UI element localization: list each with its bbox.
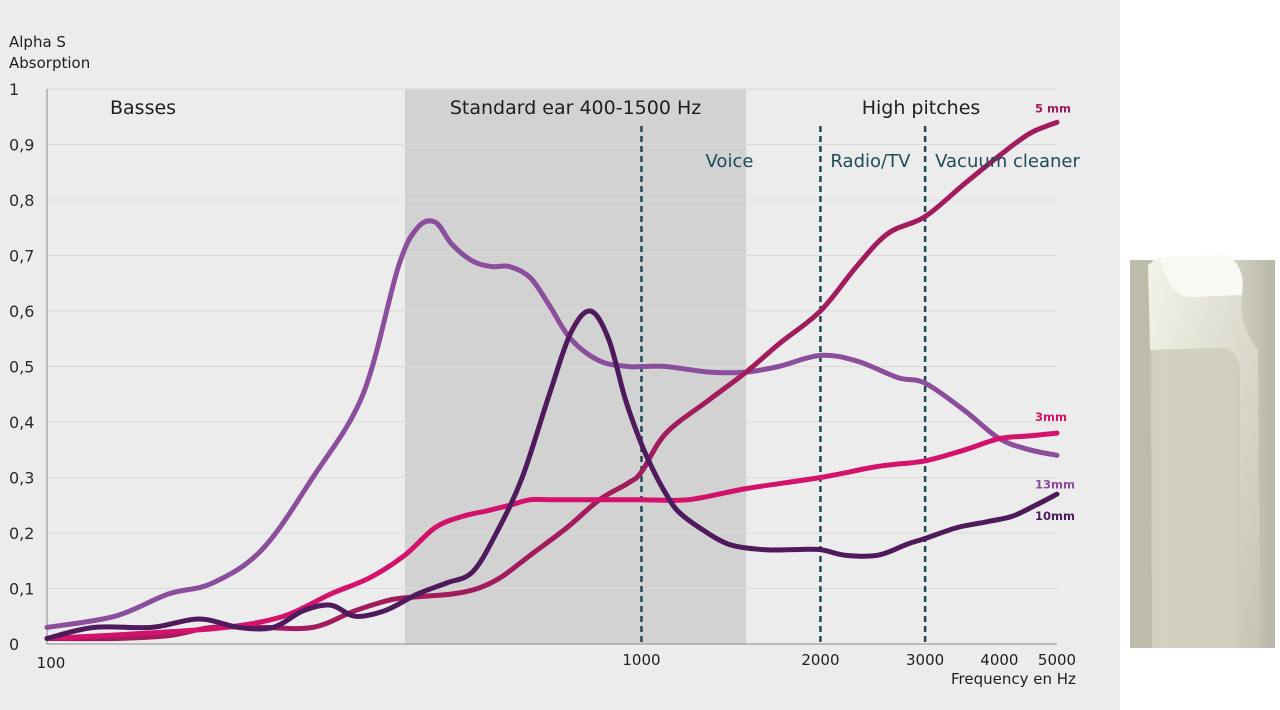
series-label: 13mm — [1035, 477, 1075, 491]
region-label: Basses — [110, 97, 176, 119]
y-tick-label: 0,4 — [9, 413, 34, 432]
x-tick-label: 100 — [37, 654, 66, 672]
x-tick-label: 3000 — [906, 651, 944, 669]
chart-svg: 0 0,1 0,2 0,3 0,4 0,5 0,6 0,7 0,8 0,9 1 100 1000 200… — [9, 80, 1081, 672]
series-line-0 — [44, 218, 1060, 630]
series-label: 3mm — [1035, 410, 1067, 424]
y-tick-label: 0,8 — [9, 191, 34, 210]
series-label: 5 mm — [1035, 101, 1071, 115]
y-tick-label: 0,6 — [9, 302, 34, 321]
y-tick-label: 0,9 — [9, 136, 34, 155]
x-tick-label: 2000 — [801, 651, 839, 669]
y-tick-label: 0,7 — [9, 247, 34, 266]
y-tick-label: 0 — [9, 635, 19, 654]
series-label: 10mm — [1035, 509, 1075, 523]
x-axis-label: Frequency en Hz — [951, 670, 1076, 688]
series-line-2 — [44, 430, 1060, 641]
series-line-3 — [44, 308, 1060, 641]
y-tick-label: 1 — [9, 80, 19, 99]
y-tick-label: 0,5 — [9, 358, 34, 377]
reference-label: Vacuum cleaner — [935, 151, 1080, 172]
y-axis-label: Alpha S Absorption — [9, 32, 90, 74]
y-tick-label: 0,2 — [9, 524, 34, 543]
material-sample-photo — [1130, 255, 1275, 648]
x-tick-label: 4000 — [980, 651, 1018, 669]
reference-label: Voice — [706, 151, 754, 172]
region-label: High pitches — [862, 97, 981, 119]
x-tick-label: 5000 — [1038, 651, 1076, 669]
y-tick-label: 0,3 — [9, 469, 34, 488]
x-tick-label: 1000 — [622, 651, 660, 669]
reference-label: Radio/TV — [830, 151, 911, 172]
y-axis-label-line-2: Absorption — [9, 54, 91, 72]
y-tick-label: 0,1 — [9, 580, 34, 599]
y-axis-label-line-1: Alpha S — [9, 33, 66, 51]
region-label: Standard ear 400-1500 Hz — [450, 97, 701, 119]
chart-panel: 0 0,1 0,2 0,3 0,4 0,5 0,6 0,7 0,8 0,9 1 100 1000 200… — [0, 0, 1120, 710]
